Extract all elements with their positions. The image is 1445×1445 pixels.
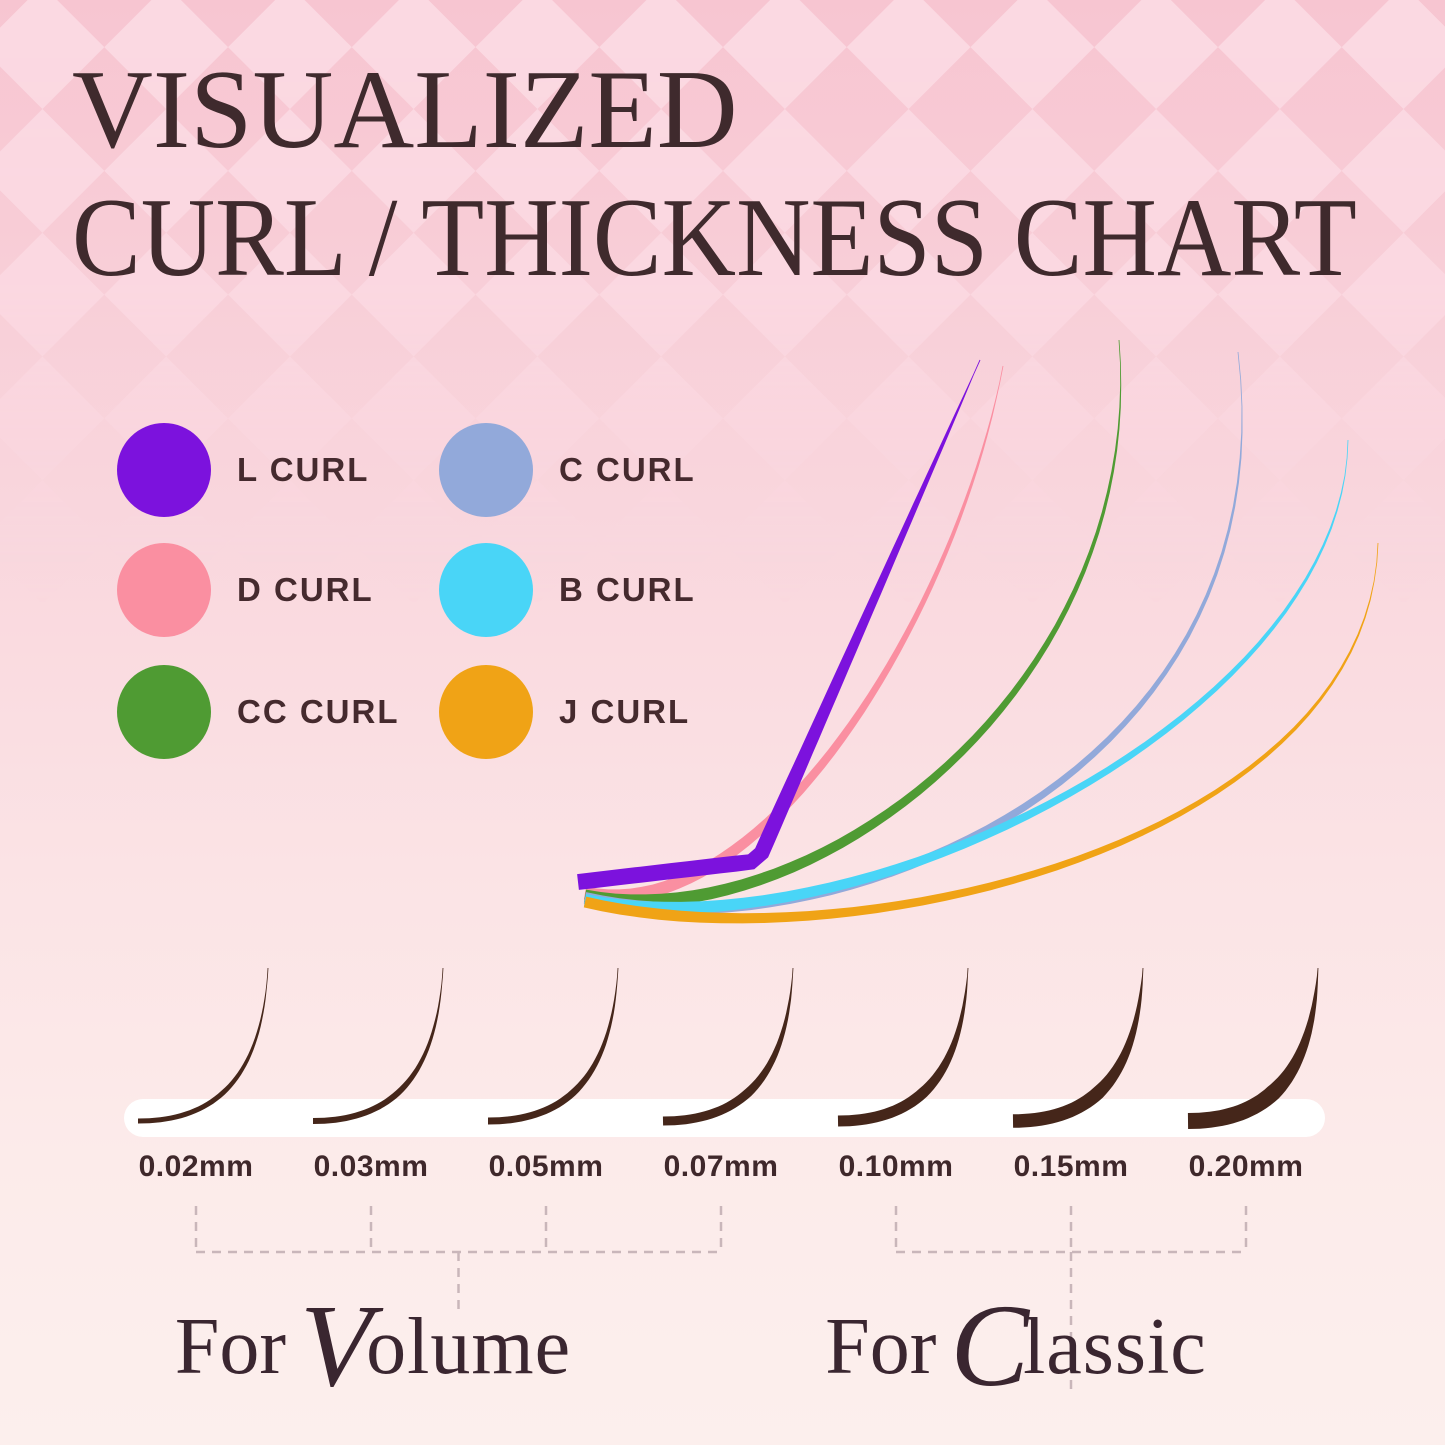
thickness-label-0.02: 0.02mm — [138, 1150, 254, 1183]
curl-line-l-curl — [577, 359, 981, 890]
legend-item-c-curl: C CURL — [439, 423, 696, 517]
caption-initial: C — [950, 1280, 1030, 1412]
lash-sample-0.15mm — [1012, 968, 1144, 1128]
caption-initial: V — [300, 1280, 373, 1412]
legend-label: D CURL — [237, 571, 374, 608]
page-title-line1: VISUALIZED — [72, 48, 738, 172]
thickness-label-0.05: 0.05mm — [488, 1150, 604, 1183]
page-title-line2: CURL / THICKNESS CHART — [72, 176, 1357, 300]
legend-item-d-curl: D CURL — [117, 543, 374, 637]
caption-rest: lassic — [1023, 1303, 1207, 1392]
legend-item-b-curl: B CURL — [439, 543, 696, 637]
c-curl-swatch-icon — [439, 423, 533, 517]
thickness-label-0.03: 0.03mm — [313, 1150, 429, 1183]
thickness-label-0.15: 0.15mm — [1013, 1150, 1129, 1183]
d-curl-swatch-icon — [117, 543, 211, 637]
caption-prefix: For — [174, 1303, 287, 1392]
curl-line-cc-curl — [583, 340, 1122, 908]
legend-label: C CURL — [559, 451, 696, 488]
legend-label: B CURL — [559, 571, 696, 608]
legend-label: L CURL — [237, 451, 370, 488]
lash-sample-0.20mm — [1187, 968, 1319, 1129]
legend-label: CC CURL — [237, 693, 400, 730]
thickness-label-0.20: 0.20mm — [1188, 1150, 1304, 1183]
bracket-for-classic — [894, 1206, 1248, 1392]
cc-curl-swatch-icon — [117, 665, 211, 759]
l-curl-swatch-icon — [117, 423, 211, 517]
caption-for-classic: For Classic — [825, 1287, 1207, 1405]
caption-for-volume: For Volume — [175, 1287, 571, 1405]
thickness-label-0.10: 0.10mm — [838, 1150, 954, 1183]
thickness-label-0.07: 0.07mm — [663, 1150, 779, 1183]
lash-strip — [124, 1099, 1325, 1137]
b-curl-swatch-icon — [439, 543, 533, 637]
caption-prefix: For — [825, 1303, 937, 1392]
bracket-for-volume — [194, 1206, 723, 1312]
legend-item-cc-curl: CC CURL — [117, 665, 399, 759]
legend-item-l-curl: L CURL — [117, 423, 369, 517]
legend-item-j-curl: J CURL — [439, 665, 690, 759]
legend-label: J CURL — [559, 693, 691, 730]
j-curl-swatch-icon — [439, 665, 533, 759]
caption-rest: olume — [366, 1303, 572, 1392]
